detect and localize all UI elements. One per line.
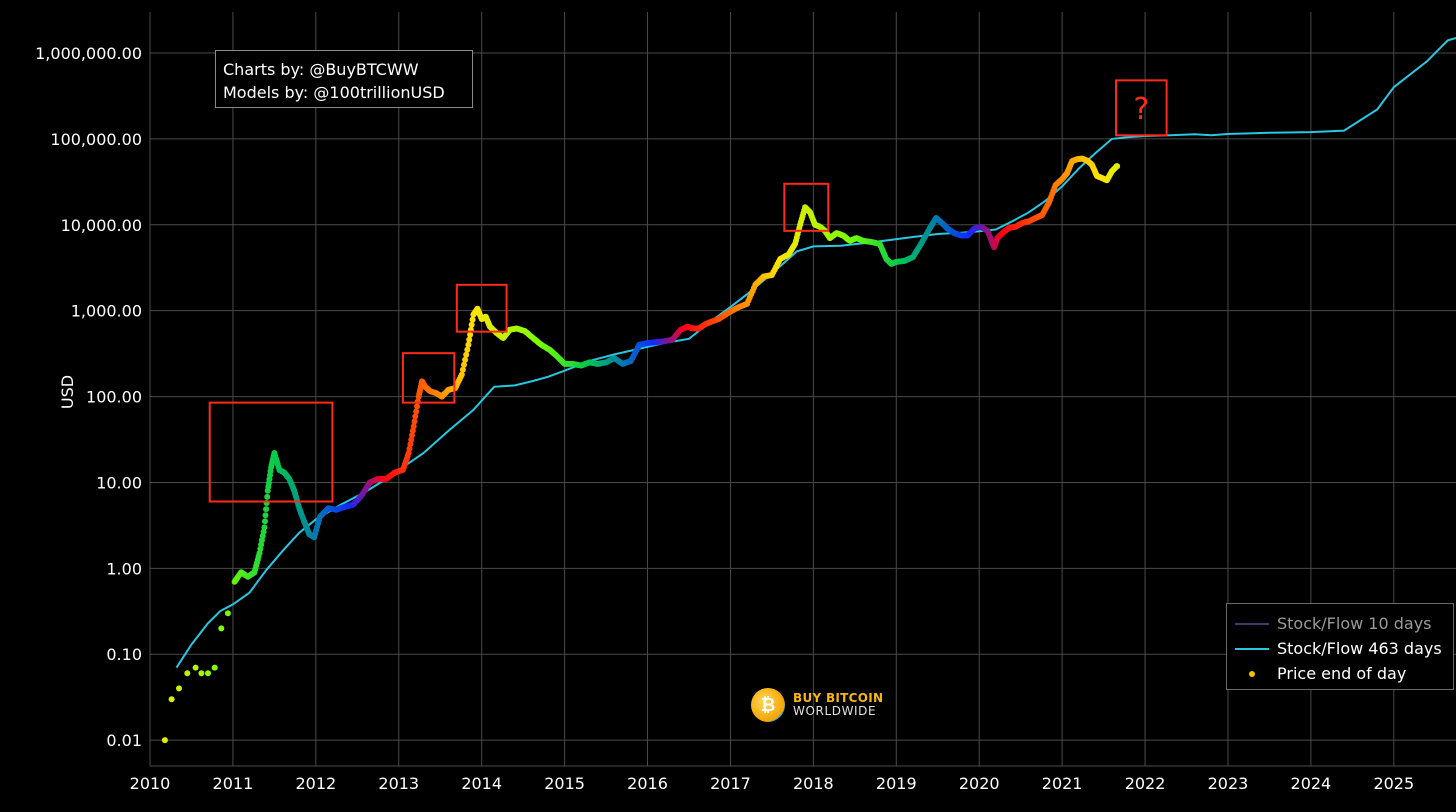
price-dot: [198, 670, 205, 677]
price-dot: [184, 670, 191, 677]
y-tick-label: 1.00: [106, 559, 142, 578]
price-dot: [466, 336, 473, 343]
legend-line-swatch: [1235, 642, 1269, 656]
price-dot: [406, 445, 413, 452]
price-dots: [161, 155, 1120, 744]
price-dot: [412, 413, 419, 420]
price-dot: [411, 418, 418, 425]
legend-line-swatch: [1235, 617, 1269, 631]
price-dot: [161, 737, 168, 744]
price-dot: [459, 366, 466, 373]
price-dot: [465, 341, 472, 348]
highlight-box: [455, 283, 508, 333]
price-dot: [192, 664, 199, 671]
x-tick-label: 2014: [461, 774, 502, 793]
price-dot: [168, 696, 175, 703]
price-dot: [413, 408, 420, 415]
price-dot: [262, 518, 268, 525]
highlight-box: [1115, 79, 1168, 137]
price-dot: [408, 436, 415, 443]
y-tick-label: 0.01: [106, 731, 142, 750]
y-tick-label: 0.10: [106, 645, 142, 664]
x-tick-label: 2022: [1125, 774, 1166, 793]
legend-label: Price end of day: [1277, 664, 1407, 683]
y-tick-label: 10,000.00: [61, 216, 142, 235]
legend-item-sf10[interactable]: Stock/Flow 10 days: [1235, 611, 1445, 636]
logo-text-bottom: WORLDWIDE: [793, 704, 877, 718]
y-tick-label: 100,000.00: [50, 130, 142, 149]
x-tick-label: 2025: [1373, 774, 1414, 793]
stock-flow-463-line: [175, 36, 1456, 669]
buy-bitcoin-worldwide-logo: ₿ BUY BITCOIN WORLDWIDE: [751, 688, 883, 722]
x-tick-label: 2010: [130, 774, 171, 793]
price-dot: [205, 670, 211, 677]
legend-label: Stock/Flow 10 days: [1277, 614, 1432, 633]
price-dot: [467, 331, 474, 338]
y-tick-label: 10.00: [96, 473, 142, 492]
x-tick-label: 2011: [213, 774, 254, 793]
x-axis: 2010 2011 2012 2013 2014 2015 2016 2017 2018 2019…: [130, 774, 1415, 793]
y-tick-label: 100.00: [86, 388, 142, 407]
bitcoin-coin-icon: ₿: [751, 688, 785, 722]
y-tick-label: 1,000.00: [71, 302, 142, 321]
price-dot: [263, 506, 270, 513]
x-tick-label: 2018: [793, 774, 834, 793]
price-dot: [458, 371, 465, 378]
legend-item-sf463[interactable]: Stock/Flow 463 days: [1235, 636, 1445, 661]
credits-model-author: Models by: @100trillionUSD: [223, 83, 445, 102]
y-tick-label: 1,000,000.00: [35, 44, 142, 63]
highlight-box: [783, 182, 830, 232]
y-axis-label: USD: [58, 375, 77, 409]
x-tick-label: 2013: [378, 774, 419, 793]
price-dot: [262, 512, 269, 519]
price-dot: [462, 356, 469, 363]
price-dot: [469, 316, 476, 323]
question-mark-label: ?: [1133, 92, 1149, 127]
y-axis: 0.01 0.10 1.00 10.00 100.00 1,000.00 10,000.00…: [35, 44, 142, 750]
highlight-box: [401, 352, 456, 404]
highlight-boxes: ?: [208, 79, 1168, 503]
highlight-box: [208, 401, 334, 503]
price-dot: [463, 351, 470, 358]
price-dot: [211, 664, 218, 671]
price-dot: [261, 524, 268, 531]
price-dot: [414, 403, 420, 410]
x-tick-label: 2015: [544, 774, 585, 793]
x-tick-label: 2016: [627, 774, 668, 793]
price-dot: [461, 361, 467, 368]
x-tick-label: 2019: [876, 774, 917, 793]
x-tick-label: 2021: [1042, 774, 1083, 793]
x-tick-label: 2012: [295, 774, 336, 793]
legend-label: Stock/Flow 463 days: [1277, 639, 1442, 658]
x-tick-label: 2020: [959, 774, 1000, 793]
logo-text-top: BUY BITCOIN: [793, 691, 884, 705]
legend-dot-swatch: [1235, 667, 1269, 681]
price-dot: [468, 321, 475, 328]
price-dot: [218, 625, 225, 632]
price-dot: [464, 346, 471, 353]
x-tick-label: 2017: [710, 774, 751, 793]
credits-chart-author: Charts by: @BuyBTCWW: [223, 60, 419, 79]
price-dot: [176, 685, 182, 692]
price-dot: [264, 493, 271, 500]
price-dot: [410, 423, 417, 430]
credits-box: Charts by: @BuyBTCWW Models by: @100tril…: [215, 50, 473, 108]
price-dot: [1113, 163, 1120, 170]
price-dot: [224, 610, 231, 617]
x-tick-label: 2023: [1208, 774, 1249, 793]
x-tick-label: 2024: [1291, 774, 1332, 793]
legend-item-price[interactable]: Price end of day: [1235, 661, 1445, 686]
stock-flow-463-path: [175, 36, 1456, 669]
legend: Stock/Flow 10 days Stock/Flow 463 days P…: [1226, 603, 1454, 690]
